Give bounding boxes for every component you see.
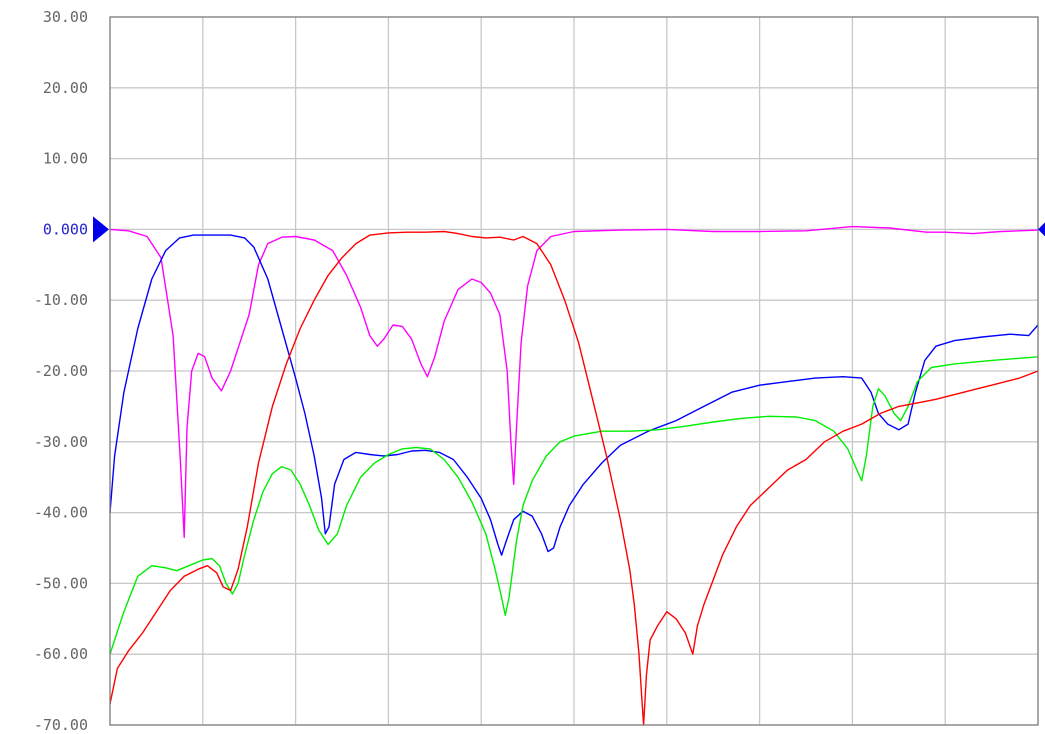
grid: [110, 17, 1038, 725]
reference-marker-left: [93, 216, 109, 243]
trace-4: [109, 230, 1039, 726]
y-tick-label: -70.00: [34, 716, 88, 734]
y-tick-label: -30.00: [34, 433, 88, 451]
reference-markers: [93, 216, 1045, 243]
y-tick-label: -50.00: [34, 574, 88, 592]
y-tick-label: -10.00: [34, 291, 88, 309]
y-tick-label: -20.00: [34, 362, 88, 380]
y-tick-label: 10.00: [43, 150, 88, 168]
reference-marker-right: [1038, 222, 1045, 237]
trace-2: [109, 234, 1039, 556]
y-tick-label: 0.000: [43, 220, 88, 238]
y-tick-label: -60.00: [34, 645, 88, 663]
y-tick-label: 30.00: [43, 8, 88, 26]
y-axis-tick-labels: 30.00 20.00 10.00 0.000 -10.00 -20.00 -30.00 -4…: [34, 8, 88, 734]
trace-1: [109, 225, 1039, 539]
trace-3: [109, 356, 1039, 655]
plot-frame: [109, 16, 1039, 726]
y-tick-label: -40.00: [34, 504, 88, 522]
y-tick-label: 20.00: [43, 79, 88, 97]
traces: [109, 225, 1039, 726]
